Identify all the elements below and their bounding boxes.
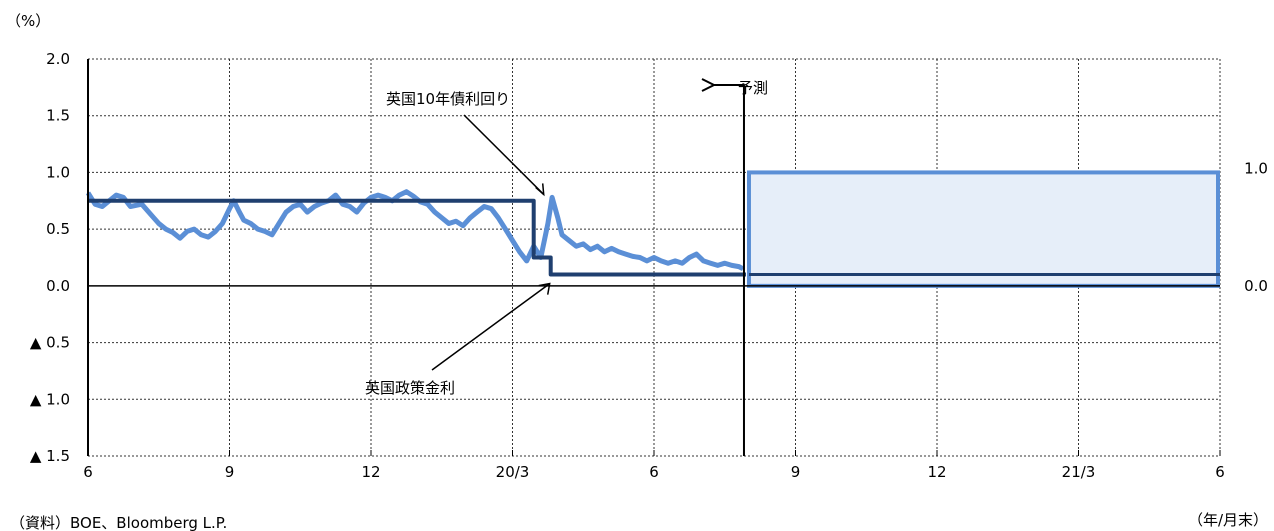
x-tick-label: 6 [1215,463,1225,481]
x-tick-label: 6 [83,463,93,481]
y-tick-label: ▲ 1.5 [30,447,70,465]
series-line-policy-rate [88,198,746,277]
annotation-policy-arrow-head [538,282,551,295]
forecast-band [746,170,1220,288]
y-tick-label: 0.5 [46,220,70,238]
annotation-policy-arrow-line [431,282,551,371]
axes [87,59,1221,456]
y-tick-label: 0.0 [46,277,70,295]
y-tick-label: ▲ 1.0 [30,390,70,408]
band-high-label: 1.0 [1244,159,1268,177]
annotation-gilt-label: 英国10年債利回り [386,90,510,108]
series-line-gilt-10y [85,189,745,272]
annotation-gilt-arrow-head [535,183,545,197]
annotation-gilt-arrow-line [463,114,545,195]
x-tick-label: 9 [225,463,235,481]
series-lines [85,189,746,277]
x-tick-label: 12 [361,463,380,481]
x-tick-label: 12 [927,463,946,481]
forecast-label: 予測 [738,79,768,97]
y-tick-label: 1.5 [46,107,70,125]
source-note: （資料）BOE、Bloomberg L.P. [10,514,227,531]
band-low-label: 0.0 [1244,277,1268,295]
y-unit-label: （%） [6,12,50,30]
x-tick-label: 9 [791,463,801,481]
forecast-range-box [746,170,1220,288]
x-tick-label: 21/3 [1062,463,1096,481]
y-tick-label: ▲ 0.5 [30,334,70,352]
x-tick-label: 6 [649,463,659,481]
y-tick-label: 2.0 [46,50,70,68]
x-axis-label: （年/月末） [1188,511,1268,529]
x-tick-label: 20/3 [496,463,530,481]
forecast-arrow-head [701,78,717,92]
y-tick-label: 1.0 [46,163,70,181]
annotation-policy-label: 英国政策金利 [365,379,455,397]
labels: 2.0 1.5 1.0 0.5 0.0 ▲ 0.5 ▲ 1.0 ▲ 1.5 6 9 12 20/3 6 9… [30,50,1268,481]
